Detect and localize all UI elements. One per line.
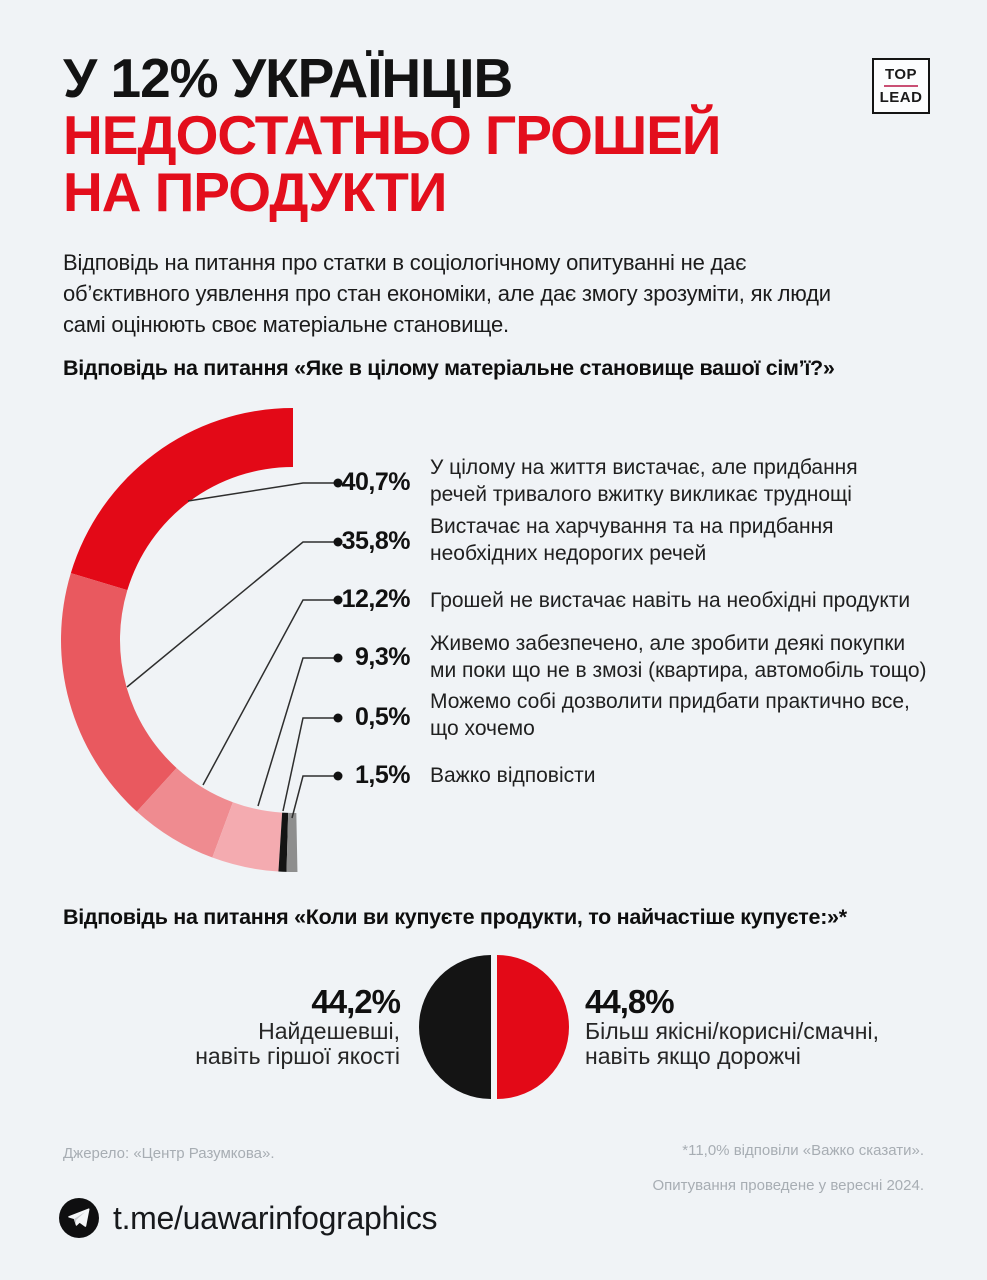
page-title: У 12% УКРАЇНЦІВ НЕДОСТАТНЬО ГРОШЕЙ НА ПР… xyxy=(63,47,721,223)
question-2: Відповідь на питання «Коли ви купуєте пр… xyxy=(63,905,847,929)
pie-label-left: Найдешевші, навіть гіршої якості xyxy=(195,1018,400,1069)
question-1: Відповідь на питання «Яке в цілому матер… xyxy=(63,356,835,380)
source-note: Джерело: «Центр Разумкова». xyxy=(63,1145,275,1162)
donut-label-3: Грошей не вистачає навіть на необхідні п… xyxy=(430,589,911,612)
donut-label-1: У цілому на життя вистачає, але придбанн… xyxy=(430,456,858,506)
intro-text: Відповідь на питання про статки в соціол… xyxy=(63,250,831,337)
donut-value-5: 0,5% xyxy=(355,703,410,731)
donut-value-1: 40,7% xyxy=(341,468,411,496)
pie-value-left: 44,2% xyxy=(311,983,401,1020)
footnote-survey-date: Опитування проведене у вересні 2024. xyxy=(652,1177,924,1194)
title-line-3: НА ПРОДУКТИ xyxy=(63,161,447,223)
title-line-1: У 12% УКРАЇНЦІВ xyxy=(63,47,513,109)
donut-value-3: 12,2% xyxy=(341,585,411,613)
toplead-logo-top: TOP xyxy=(884,66,918,83)
title-line-2: НЕДОСТАТНЬО ГРОШЕЙ xyxy=(63,104,721,166)
donut-label-4: Живемо забезпечено, але зробити деякі по… xyxy=(430,632,927,682)
telegram-link[interactable]: t.me/uawarinfographics xyxy=(113,1200,438,1236)
donut-value-2: 35,8% xyxy=(341,527,411,555)
pie-label-right: Більш якісні/корисні/смачні, навіть якщо… xyxy=(585,1018,880,1069)
donut-value-4: 9,3% xyxy=(355,643,410,671)
donut-value-6: 1,5% xyxy=(355,761,410,789)
toplead-logo-lead: LEAD xyxy=(879,89,923,106)
pie-chart xyxy=(419,955,569,1099)
footnote-hard-to-say: *11,0% відповіли «Важко сказати». xyxy=(682,1142,924,1159)
donut-label-6: Важко відповісти xyxy=(430,764,596,787)
toplead-logo-divider xyxy=(884,85,918,87)
telegram-icon xyxy=(59,1198,99,1238)
donut-label-2: Вистачає на харчування та на придбання н… xyxy=(430,515,834,565)
toplead-logo: TOP LEAD xyxy=(872,58,930,114)
donut-label-5: Можемо собі дозволити придбати практично… xyxy=(430,690,910,740)
half-donut-chart xyxy=(60,408,343,872)
pie-value-right: 44,8% xyxy=(585,983,675,1020)
